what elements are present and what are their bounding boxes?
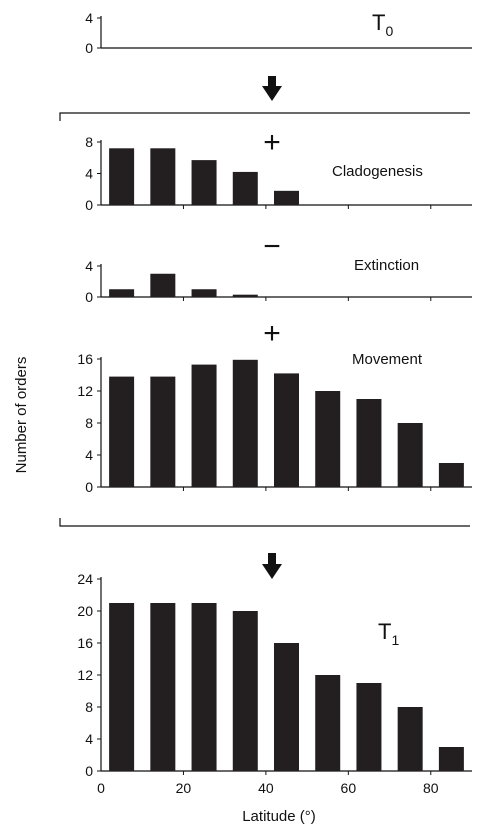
y-tick-label: 4 <box>85 731 93 747</box>
bar-movement-55 <box>315 391 341 487</box>
bar-t1-55 <box>315 675 341 771</box>
process-sign: − <box>263 230 281 263</box>
y-tick-label: 4 <box>85 10 93 26</box>
y-tick-label: 16 <box>77 351 93 367</box>
bar-extinction-25 <box>191 289 217 297</box>
bar-t1-85 <box>438 747 464 771</box>
bar-t1-25 <box>191 603 217 771</box>
panel-label: T0 <box>372 10 393 39</box>
y-tick-label: 4 <box>85 447 93 463</box>
panel-t0: 04 T0 <box>85 10 472 56</box>
bar-t1-65 <box>356 683 382 771</box>
y-tick-label: 8 <box>85 415 93 431</box>
bar-movement-35 <box>232 359 258 487</box>
panel-label: Movement <box>352 351 423 368</box>
y-tick-label: 8 <box>85 699 93 715</box>
bar-t1-5 <box>109 603 135 771</box>
bar-extinction-35 <box>232 294 258 297</box>
bar-t1-15 <box>150 603 176 771</box>
y-tick-label: 16 <box>77 635 93 651</box>
x-tick-label: 0 <box>97 780 105 796</box>
bar-movement-15 <box>150 376 176 487</box>
bar-movement-25 <box>191 364 217 487</box>
panel-cladogenesis: 0 4 8 Cladogenesis + <box>85 126 472 213</box>
x-tick-label: 20 <box>176 780 192 796</box>
y-tick-label: 24 <box>77 571 93 587</box>
panel-extinction: 0 4 Extinction − <box>85 230 472 305</box>
x-tick-label: 80 <box>423 780 439 796</box>
bar-cladogenesis-35 <box>232 171 258 205</box>
bar-movement-45 <box>274 373 299 487</box>
bar-extinction-15 <box>150 273 176 297</box>
panel-label: Cladogenesis <box>332 163 423 180</box>
bar-movement-65 <box>356 399 382 487</box>
down-arrow-icon <box>262 76 282 101</box>
y-tick-label: 12 <box>77 383 93 399</box>
bar-extinction-5 <box>109 289 135 297</box>
y-tick-label: 12 <box>77 667 93 683</box>
bar-movement-5 <box>109 376 135 487</box>
y-tick-label: 4 <box>85 258 93 274</box>
bar-cladogenesis-45 <box>274 190 299 205</box>
bar-movement-75 <box>397 423 423 487</box>
panel-t1: 0 4 8 12 16 20 24 T1 0 20 40 60 80 <box>77 571 472 796</box>
y-tick-label: 0 <box>85 479 93 495</box>
bar-t1-75 <box>397 707 423 771</box>
y-tick-label: 0 <box>85 763 93 779</box>
panel-label-subscript: 1 <box>391 632 399 648</box>
panel-label-main: T <box>372 10 385 35</box>
panel-label: T1 <box>378 619 399 648</box>
x-axis-title: Latitude (°) <box>242 808 316 825</box>
bar-cladogenesis-5 <box>109 148 135 205</box>
bar-cladogenesis-15 <box>150 148 176 205</box>
process-sign: + <box>263 126 281 159</box>
y-tick-label: 20 <box>77 603 93 619</box>
y-tick-label: 8 <box>85 134 93 150</box>
bar-cladogenesis-25 <box>191 160 217 205</box>
panel-label-subscript: 0 <box>385 23 393 39</box>
bar-t1-35 <box>232 611 258 771</box>
x-tick-label: 40 <box>258 780 274 796</box>
x-tick-label: 60 <box>341 780 357 796</box>
y-tick-label: 0 <box>85 197 93 213</box>
process-sign: + <box>263 317 281 350</box>
panel-label: Extinction <box>354 257 419 274</box>
panel-movement: 0 4 8 12 16 Movement + <box>77 317 472 495</box>
y-tick-label: 4 <box>85 166 93 182</box>
down-arrow-icon <box>262 553 282 579</box>
y-axis-title: Number of orders <box>13 357 30 474</box>
bar-t1-45 <box>274 643 299 771</box>
y-tick-label: 0 <box>85 40 93 56</box>
group-bracket-bottom <box>59 518 470 527</box>
y-tick-label: 0 <box>85 289 93 305</box>
group-bracket-top <box>59 112 470 121</box>
bar-movement-85 <box>438 463 464 487</box>
panel-label-main: T <box>378 619 391 644</box>
